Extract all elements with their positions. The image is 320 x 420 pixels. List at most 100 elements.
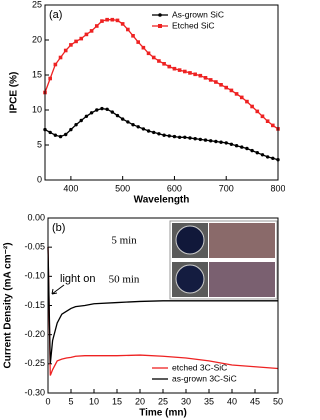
photo	[209, 223, 275, 258]
x-tick-label: 10	[89, 396, 99, 406]
marker	[105, 17, 109, 22]
marker	[115, 113, 120, 118]
marker	[198, 137, 203, 142]
marker	[53, 133, 58, 137]
marker	[193, 72, 197, 77]
marker	[203, 76, 208, 80]
chart: 0 5 10 15 20 25 30 35 40 45 50 -0.30 -0.25 -0.20 -0.15…	[3, 212, 283, 418]
marker	[193, 137, 197, 141]
y-tick-label: -0.30	[24, 387, 45, 397]
marker	[58, 55, 63, 60]
annotation: 50 min	[109, 274, 140, 286]
x-axis-label: Wavelength	[134, 195, 190, 206]
marker	[53, 62, 58, 67]
x-tick-label: 30	[181, 396, 191, 406]
legend-label: Etched SiC	[172, 20, 215, 30]
x-tick-label: 50	[273, 396, 283, 406]
photo-wafer	[175, 225, 205, 255]
marker	[136, 40, 140, 44]
marker	[224, 85, 229, 90]
series-line	[47, 247, 278, 364]
marker	[141, 127, 146, 131]
marker	[214, 139, 218, 144]
y-tick-label: -0.25	[24, 358, 45, 368]
marker	[146, 51, 151, 56]
marker	[188, 136, 192, 140]
x-tick-label: 500	[115, 183, 130, 193]
marker	[120, 117, 125, 121]
marker	[260, 153, 265, 157]
marker	[64, 132, 68, 137]
panel-label: (b)	[52, 222, 65, 234]
series-line	[44, 19, 279, 130]
marker	[162, 62, 166, 66]
y-tick-label: -0.10	[24, 271, 45, 281]
marker	[141, 45, 146, 50]
marker	[115, 18, 120, 23]
marker	[63, 48, 68, 53]
series-line	[44, 107, 279, 161]
y-tick-label: 10	[32, 104, 42, 114]
marker	[79, 36, 84, 41]
legend-marker	[158, 13, 162, 17]
y-tick-label: -0.05	[24, 242, 45, 252]
marker	[183, 69, 187, 74]
marker	[94, 24, 99, 28]
marker	[208, 78, 213, 82]
marker	[146, 129, 151, 133]
marker	[126, 120, 130, 124]
marker	[100, 19, 104, 23]
marker	[240, 145, 244, 149]
marker	[177, 135, 182, 139]
inset-photos	[169, 220, 278, 300]
y-tick-label: 20	[32, 34, 42, 44]
marker	[203, 138, 208, 142]
legend-label: As-grown SiC	[172, 9, 224, 19]
marker	[126, 27, 130, 32]
plot-frame	[44, 4, 279, 181]
series-line	[47, 247, 279, 376]
legend-marker	[158, 24, 162, 28]
marker	[229, 88, 234, 93]
marker	[157, 59, 161, 63]
marker	[84, 32, 89, 37]
x-tick-label: 35	[204, 396, 214, 406]
marker	[152, 130, 156, 135]
figure: 0 5 10 15 20 25 30 35 40 45 50-0.30-0.25-0.20-0.15…	[3, 0, 285, 419]
photo-wafer	[175, 264, 205, 294]
marker	[188, 71, 192, 75]
marker	[167, 134, 171, 138]
marker	[69, 43, 73, 47]
y-tick-label: -0.20	[24, 329, 45, 339]
arrow	[51, 284, 65, 295]
x-tick-label: 5	[68, 396, 73, 406]
marker	[198, 73, 203, 78]
marker	[219, 140, 223, 144]
marker	[131, 123, 135, 127]
x-axis-label: Time (mn)	[139, 408, 187, 419]
marker	[214, 80, 218, 84]
marker	[120, 22, 125, 26]
photo	[209, 262, 275, 297]
marker	[172, 66, 177, 71]
panel-label: (a)	[49, 9, 62, 21]
marker	[271, 123, 275, 128]
marker	[183, 135, 187, 139]
marker	[151, 55, 156, 60]
marker	[265, 119, 270, 123]
marker	[177, 68, 182, 72]
y-tick-label: 0	[37, 174, 42, 184]
marker	[110, 110, 115, 114]
x-tick-label: 600	[167, 183, 182, 193]
x-tick-label: 0	[45, 396, 50, 406]
annotation: 5 min	[111, 235, 137, 247]
marker	[271, 156, 275, 160]
chart: 400 500 600 700 800 0 5 10 15 20 25 (a) Wavelength IP…	[9, 0, 285, 206]
x-tick-label: 45	[250, 396, 260, 406]
marker	[48, 130, 52, 135]
x-tick-label: 40	[227, 396, 237, 406]
y-axis-label: IPCE (%)	[9, 72, 20, 114]
marker	[69, 127, 73, 132]
marker	[250, 104, 254, 109]
marker	[234, 92, 239, 96]
